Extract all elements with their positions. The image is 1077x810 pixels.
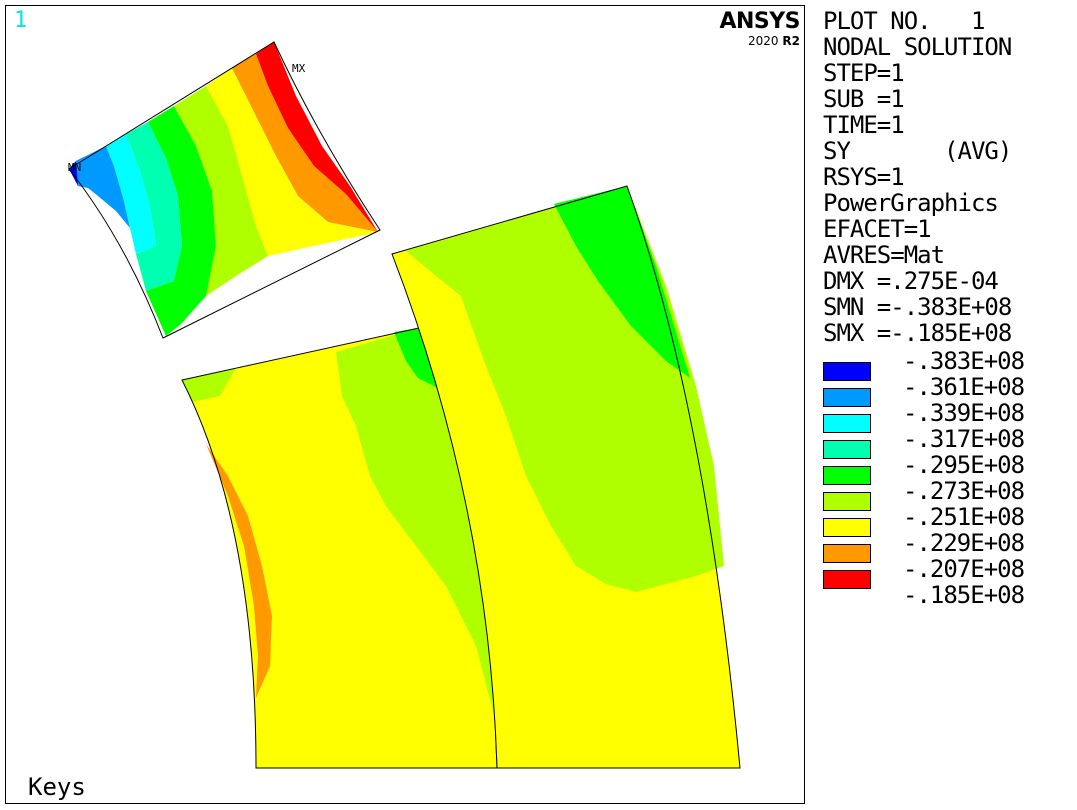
contour-band-lime xyxy=(174,86,268,296)
max-marker-label: MX xyxy=(292,62,306,75)
small-block-outline xyxy=(68,41,381,339)
keys-label: Keys xyxy=(28,773,86,801)
contour-plot: MN MX xyxy=(68,41,741,769)
contour-band-teal xyxy=(126,122,182,291)
legend-swatch xyxy=(823,414,871,433)
info-rsys: RSYS=1 xyxy=(823,163,905,191)
legend-swatch xyxy=(823,440,871,459)
legend-value: -.361E+08 xyxy=(903,373,1025,401)
contour-legend: -.383E+08 -.361E+08 -.339E+08 -.317E+08 -.29… xyxy=(823,348,1073,608)
brand-version-release: R2 xyxy=(782,34,800,48)
info-plot-number: PLOT NO. 1 xyxy=(823,7,985,35)
graphics-viewport[interactable]: 1 ANSYS 2020 R2 xyxy=(5,5,805,804)
info-avres: AVRES=Mat xyxy=(823,241,945,269)
left-block-orange-strip xyxy=(206,444,272,698)
ansys-logo: ANSYS 2020 R2 xyxy=(719,9,800,49)
contour-band-blue xyxy=(76,146,130,228)
min-marker-label: MN xyxy=(68,161,81,174)
legend-value: -.273E+08 xyxy=(903,477,1025,505)
legend-swatch xyxy=(823,466,871,485)
info-smn: SMN =-.383E+08 xyxy=(823,293,1012,321)
contour-band-green xyxy=(146,106,216,336)
contour-band-cyan xyxy=(106,134,156,254)
info-step: STEP=1 xyxy=(823,59,905,87)
brand-name: ANSYS xyxy=(719,9,800,34)
legend-value: -.295E+08 xyxy=(903,451,1025,479)
legend-value: -.185E+08 xyxy=(903,581,1025,609)
info-solution-type: NODAL SOLUTION xyxy=(823,33,1012,61)
info-dmx: DMX =.275E-04 xyxy=(823,267,999,295)
info-efacet: EFACET=1 xyxy=(823,215,932,243)
legend-value: -.229E+08 xyxy=(903,529,1025,557)
legend-value: -.383E+08 xyxy=(903,347,1025,375)
legend-value: -.317E+08 xyxy=(903,425,1025,453)
contour-band-red xyxy=(256,42,378,232)
legend-swatch xyxy=(823,570,871,589)
right-block-outline xyxy=(391,185,741,769)
info-time: TIME=1 xyxy=(823,111,905,139)
small-block xyxy=(68,41,381,339)
contour-band-yellow xyxy=(206,68,378,256)
info-substep: SUB =1 xyxy=(823,85,905,113)
brand-version-year: 2020 xyxy=(748,34,779,48)
plot-info-panel: PLOT NO. 1 NODAL SOLUTION STEP=1 SUB =1 … xyxy=(823,8,1073,346)
window-number: 1 xyxy=(14,8,28,33)
legend-swatch xyxy=(823,544,871,563)
left-block-lime-band xyxy=(336,328,497,726)
legend-value: -.339E+08 xyxy=(903,399,1025,427)
right-block-green-corner xyxy=(554,186,690,378)
left-block-lime-corner xyxy=(182,368,236,402)
info-result-item: SY (AVG) xyxy=(823,137,1012,165)
info-smx: SMX =-.185E+08 xyxy=(823,319,1012,347)
legend-swatch xyxy=(823,492,871,511)
legend-value: -.251E+08 xyxy=(903,503,1025,531)
legend-value: -.207E+08 xyxy=(903,555,1025,583)
contour-band-orange xyxy=(232,54,378,232)
left-block-green-corner xyxy=(394,328,438,388)
brand-version: 2020 R2 xyxy=(719,34,800,48)
legend-swatch xyxy=(823,362,871,381)
legend-swatch xyxy=(823,518,871,537)
right-large-block xyxy=(391,185,741,769)
legend-swatch xyxy=(823,388,871,407)
info-graphics-mode: PowerGraphics xyxy=(823,189,999,217)
